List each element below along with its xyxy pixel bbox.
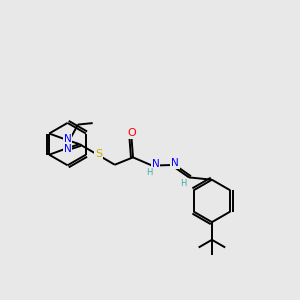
Text: H: H: [180, 179, 186, 188]
Text: N: N: [171, 158, 179, 168]
Text: N: N: [64, 134, 71, 144]
Text: S: S: [95, 149, 102, 159]
Text: O: O: [127, 128, 136, 138]
Text: N: N: [64, 144, 71, 154]
Text: N: N: [152, 158, 160, 169]
Text: H: H: [146, 168, 152, 177]
